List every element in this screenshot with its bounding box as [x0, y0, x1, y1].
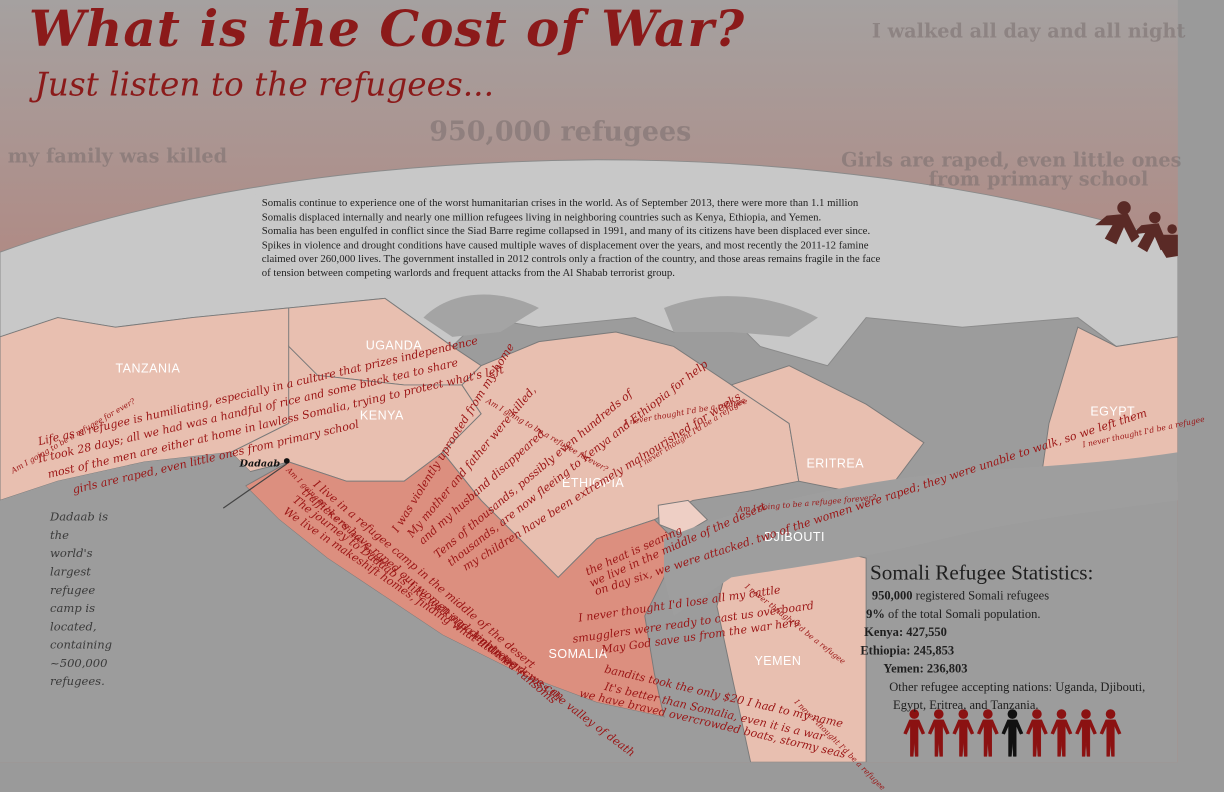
stat-percent: 9% of the total Somali population. [866, 606, 1040, 621]
info-paragraph-2: Somalia has been engulfed in conflict si… [261, 225, 881, 279]
stat-percent-label: of the total Somali population. [888, 606, 1041, 621]
stat-yemen: Yemen: 236,803 [883, 661, 967, 676]
stat-kenya-label: Kenya: [864, 624, 904, 639]
person-icon [1001, 709, 1024, 757]
person-icon [1099, 709, 1122, 757]
person-icon [1026, 709, 1048, 757]
person-icon [976, 709, 999, 757]
stat-kenya-value: 427,550 [906, 624, 947, 639]
page-subtitle: Just listen to the refugees... [34, 65, 494, 104]
stat-other-line-2: Egypt, Eritrea, and Tanzania. [893, 697, 1039, 713]
camp-pointer-line [222, 463, 288, 509]
label-eritrea: ERITREA [806, 456, 865, 471]
bg-quote-refugees: 950,000 refugees [429, 115, 692, 148]
stat-ethiopia: Ethiopia: 245,853 [860, 643, 954, 658]
camp-label: Dadaab [239, 459, 281, 470]
camp-note-line-1: Dadaab is the world's largest [50, 510, 109, 579]
person-icon [1075, 709, 1097, 757]
stat-registered-value: 950,000 [871, 587, 913, 603]
page-title: What is the Cost of War? [28, 0, 746, 59]
label-kenya: KENYA [359, 408, 404, 423]
label-somalia: SOMALIA [548, 646, 608, 662]
gulf-of-aden [664, 452, 1178, 616]
stat-registered-label: registered Somali refugees [915, 587, 1050, 603]
camp-note-line-3: containing ~500,000 refugees. [50, 638, 113, 689]
label-ethiopia: ETHIOPIA [562, 475, 625, 490]
person-icon [1050, 709, 1073, 757]
label-egypt: EGYPT [1090, 404, 1136, 419]
stats-title: Somali Refugee Statistics: [869, 560, 1094, 585]
stat-registered: 950,000 registered Somali refugees [872, 588, 1049, 603]
label-djibouti: DJIBOUTI [764, 529, 825, 544]
water-north [423, 294, 539, 337]
stat-yemen-value: 236,803 [926, 661, 968, 676]
label-tanzania: TANZANIA [115, 360, 181, 376]
person-icon [903, 709, 926, 757]
stat-ethiopia-label: Ethiopia: [860, 642, 911, 658]
indian-ocean [0, 452, 674, 763]
stat-yemen-label: Yemen: [883, 661, 924, 676]
bg-quote-girls-1: Girls are raped, even little ones [841, 148, 1182, 172]
stat-ethiopia-value: 245,853 [913, 642, 955, 658]
label-yemen: YEMEN [754, 653, 802, 668]
bg-quote-walked: I walked all day and all night [871, 19, 1186, 43]
bg-quote-family: my family was killed [7, 144, 228, 168]
info-paragraph-1: Somalis continue to experience one of th… [261, 197, 859, 223]
person-icon [952, 709, 975, 757]
people-icons [903, 709, 1122, 757]
refugee-silhouettes [1095, 201, 1178, 258]
person-icon [927, 709, 950, 757]
stat-kenya: Kenya: 427,550 [864, 625, 947, 640]
info-panel: Somalis continue to experience one of th… [252, 192, 895, 290]
stat-other-line-1: Other refugee accepting nations: Uganda,… [889, 679, 1146, 694]
water-north-east [664, 296, 818, 337]
stat-percent-value: 9% [866, 606, 885, 621]
dadaab-marker [283, 458, 290, 464]
camp-note-line-2: refugee camp is located, [50, 583, 97, 634]
label-uganda: UGANDA [365, 337, 423, 353]
camp-note: Dadaab is the world's largest refugee ca… [50, 508, 112, 691]
bg-quote-girls-2: from primary school [928, 167, 1149, 191]
